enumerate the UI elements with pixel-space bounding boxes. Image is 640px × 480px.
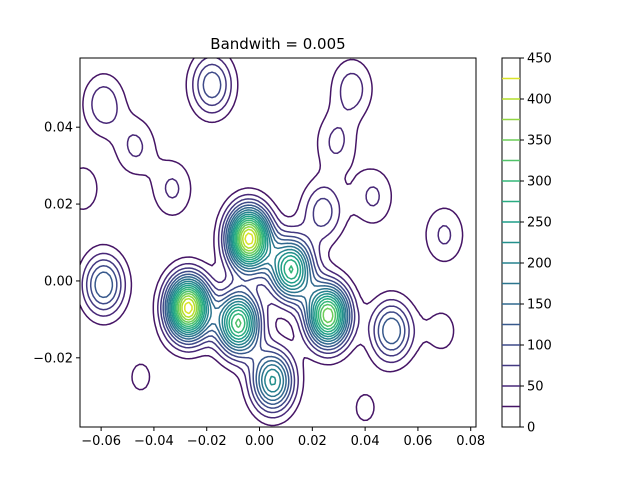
contour-level-100 — [89, 71, 406, 409]
contour-level-75 — [85, 63, 410, 414]
contour-level-275 — [173, 217, 341, 337]
x-tick-label: 0.02 — [298, 434, 327, 449]
contour-lines — [80, 58, 464, 427]
colorbar-tick-label: 300 — [527, 175, 552, 190]
y-axis: −0.02 0.00 0.02 0.04 — [33, 121, 80, 366]
colorbar: 0 50 100 150 200 250 300 350 400 450 — [501, 52, 552, 436]
plot-frame — [79, 57, 477, 428]
x-tick-label: 0.06 — [403, 434, 432, 449]
contour-level-225 — [170, 213, 344, 386]
y-tick-label: −0.02 — [33, 351, 73, 366]
contour-level-300 — [174, 219, 339, 334]
colorbar-tick-label: 100 — [527, 339, 552, 354]
colorbar-tick-label: 250 — [527, 216, 552, 231]
x-tick-label: 0.00 — [245, 434, 274, 449]
y-tick-label: 0.00 — [44, 274, 73, 289]
contour-level-125 — [94, 204, 402, 405]
y-tick-label: 0.04 — [44, 121, 73, 136]
x-axis: −0.06 −0.04 −0.02 0.00 0.02 0.04 0.06 0.08 — [81, 427, 485, 449]
colorbar-tick-label: 200 — [527, 257, 552, 272]
contour-level-350 — [177, 223, 334, 324]
contour-level-400 — [181, 228, 257, 318]
x-tick-label: 0.04 — [351, 434, 380, 449]
colorbar-tick-label: 150 — [527, 298, 552, 313]
contour-level-325 — [176, 221, 337, 328]
contour-level-25 — [80, 58, 464, 427]
colorbar-tick-label: 0 — [527, 421, 535, 436]
contour-level-175 — [167, 209, 347, 398]
x-tick-label: 0.08 — [456, 434, 485, 449]
chart-title: Bandwith = 0.005 — [210, 35, 345, 53]
colorbar-tick-label: 400 — [527, 93, 552, 108]
contour-level-150 — [166, 206, 349, 402]
contour-level-425 — [184, 232, 254, 315]
y-tick-label: 0.02 — [44, 198, 73, 213]
contour-level-200 — [169, 211, 346, 393]
contour-level-250 — [172, 215, 342, 340]
x-tick-label: −0.02 — [187, 434, 227, 449]
x-tick-label: −0.06 — [81, 434, 121, 449]
colorbar-tick-label: 50 — [527, 380, 544, 395]
colorbar-tick-label: 350 — [527, 134, 552, 149]
colorbar-tick-label: 450 — [527, 52, 552, 67]
x-tick-label: −0.04 — [134, 434, 174, 449]
contour-level-50 — [81, 58, 452, 419]
contour-level-375 — [179, 226, 259, 321]
